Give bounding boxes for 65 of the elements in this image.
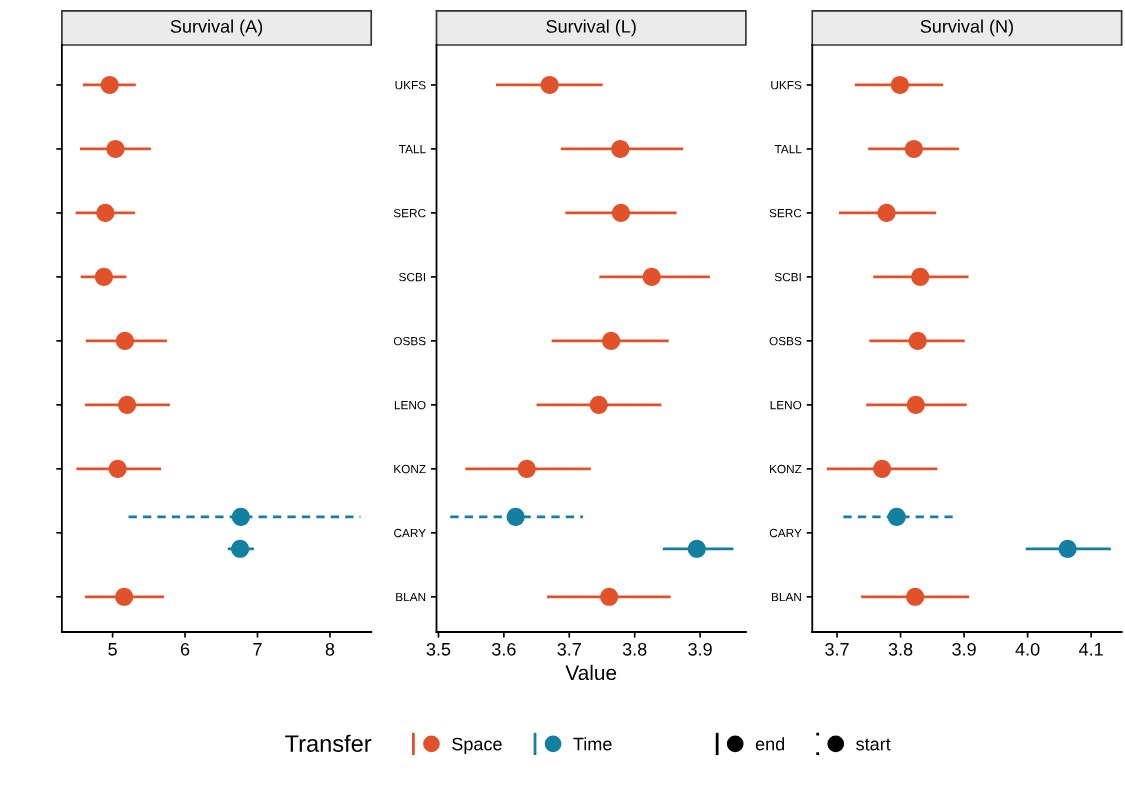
y-tick-label: LENO <box>394 400 426 410</box>
point <box>106 139 125 158</box>
x-tick-label: 3.8 <box>888 642 913 656</box>
point <box>877 203 896 222</box>
y-tick-label: UKFS <box>771 80 802 90</box>
point <box>602 331 621 350</box>
y-tick-label: TALL <box>774 145 802 154</box>
legend-title: Transfer <box>285 734 372 752</box>
point <box>911 267 930 286</box>
point <box>600 587 619 606</box>
point <box>540 75 559 95</box>
y-tick-label: SERC <box>769 208 802 218</box>
x-tick-label: 3.5 <box>426 642 451 656</box>
point <box>908 331 927 350</box>
x-tick-label: 3.9 <box>688 642 712 656</box>
y-tick-label: BLAN <box>396 592 426 602</box>
point <box>96 203 115 222</box>
x-tick-label: 5 <box>108 643 117 656</box>
y-tick-label: OSBS <box>769 336 802 346</box>
legend-label: start <box>856 738 891 751</box>
y-tick-label: CARY <box>394 528 426 538</box>
chart-title: Survival (N) <box>920 19 1013 37</box>
y-tick-label: SCBI <box>774 272 801 282</box>
y-tick-label: OSBS <box>393 336 426 346</box>
y-tick-label: SERC <box>393 208 426 218</box>
x-tick-label: 6 <box>180 642 190 656</box>
y-tick-label: KONZ <box>394 464 426 474</box>
x-tick-label: 7 <box>253 643 262 656</box>
point <box>589 395 608 414</box>
x-tick-label: 3.7 <box>825 642 849 656</box>
x-tick-label: 8 <box>325 642 335 656</box>
x-axis-title: Value <box>565 664 617 681</box>
y-tick-label: LENO <box>770 400 802 410</box>
y-tick-label: CARY <box>769 528 802 538</box>
legend-label: Time <box>573 737 612 751</box>
point <box>108 459 127 478</box>
y-tick-label: KONZ <box>770 464 802 474</box>
x-tick-label: 3.6 <box>492 642 516 656</box>
x-tick-label: 3.8 <box>622 642 647 656</box>
chart-title: Survival (L) <box>546 19 636 37</box>
x-tick-label: 4.0 <box>1015 642 1040 656</box>
y-tick-label: SCBI <box>399 272 425 282</box>
point <box>890 75 909 95</box>
point <box>115 587 134 606</box>
point <box>517 459 536 478</box>
x-tick-label: 3.9 <box>952 642 976 656</box>
point <box>611 203 630 222</box>
x-tick-label: 3.7 <box>557 642 581 656</box>
point <box>611 139 630 158</box>
y-tick-label: BLAN <box>771 592 801 602</box>
x-tick-label: 4.1 <box>1079 643 1103 656</box>
point <box>115 331 134 350</box>
point <box>906 587 925 606</box>
legend-label: end <box>755 737 785 751</box>
y-tick-label: UKFS <box>395 80 426 90</box>
point <box>642 267 661 286</box>
point <box>906 395 925 414</box>
point <box>100 75 119 95</box>
point <box>118 395 137 414</box>
chart-title: Survival (A) <box>170 19 263 37</box>
legend-label: Space <box>452 737 502 755</box>
y-tick-label: TALL <box>399 145 426 154</box>
point <box>904 139 923 158</box>
point <box>94 267 113 286</box>
point <box>873 459 892 478</box>
